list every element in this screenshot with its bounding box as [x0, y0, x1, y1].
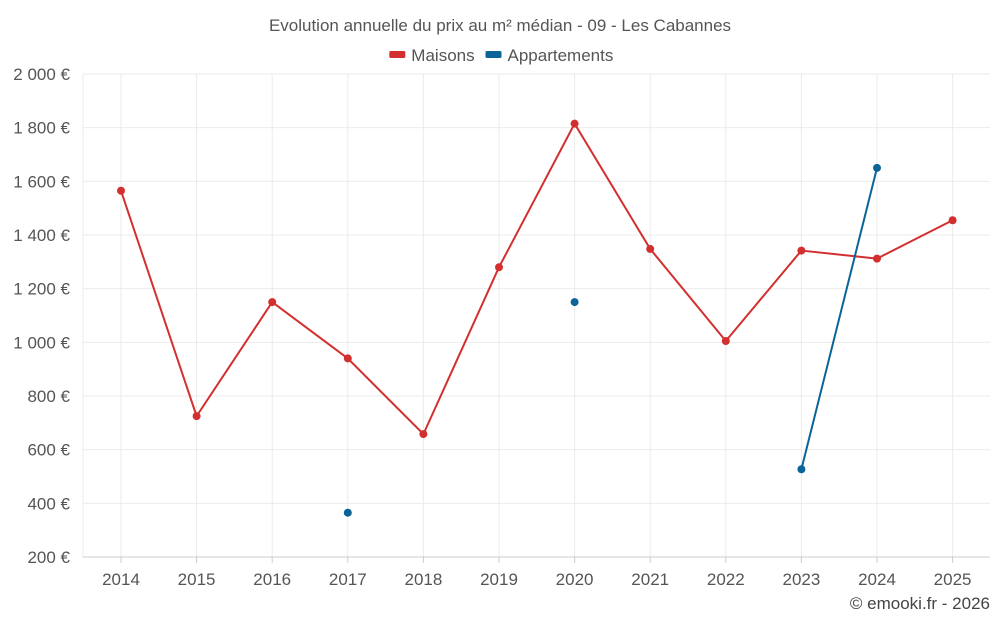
y-tick-label: 1 200 € [13, 280, 70, 299]
series-line-segment [120, 189, 198, 418]
data-point[interactable] [192, 412, 201, 421]
legend-swatch [389, 51, 406, 58]
series-line-segment [346, 357, 425, 436]
legend-label: Appartements [508, 46, 614, 65]
data-point[interactable] [268, 298, 277, 307]
series-line-segment [800, 166, 878, 471]
y-tick-label: 800 € [27, 387, 70, 406]
y-tick-label: 1 600 € [13, 172, 70, 191]
series-line-segment [271, 301, 349, 360]
data-point[interactable] [117, 186, 125, 195]
series-line-segment [649, 247, 727, 342]
series-line-segment [876, 219, 954, 260]
legend[interactable]: Maisons Appartements [389, 46, 613, 65]
series-line-segment [498, 122, 576, 269]
series-line-segment [800, 249, 878, 260]
data-point[interactable] [570, 298, 579, 307]
x-tick-label: 2016 [253, 570, 291, 589]
x-tick-label: 2021 [631, 570, 669, 589]
credit-text: © emooki.fr - 2026 [850, 594, 990, 613]
y-tick-label: 2 000 € [13, 65, 70, 84]
x-tick-label: 2022 [707, 570, 745, 589]
x-tick-label: 2018 [404, 570, 442, 589]
grid [82, 73, 990, 557]
x-tick-label: 2017 [329, 570, 367, 589]
series-maisons [117, 119, 957, 439]
chart-title: Evolution annuelle du prix au m² médian … [269, 16, 731, 35]
x-tick-label: 2020 [556, 570, 594, 589]
series-line-segment [724, 249, 803, 342]
x-tick-label: 2023 [782, 570, 820, 589]
data-point[interactable] [797, 246, 806, 255]
data-point[interactable] [873, 254, 881, 263]
data-point[interactable] [721, 336, 730, 345]
y-tick-label: 1 400 € [13, 226, 70, 245]
x-tick-label: 2024 [858, 570, 896, 589]
x-tick-label: 2019 [480, 570, 518, 589]
data-point[interactable] [419, 430, 428, 439]
data-point[interactable] [495, 263, 503, 272]
x-tick-label: 2014 [102, 570, 140, 589]
data-point[interactable] [343, 354, 352, 363]
y-tick-label: 1 800 € [13, 119, 70, 138]
y-tick-label: 600 € [27, 441, 70, 460]
legend-item-appartements[interactable]: Appartements [485, 46, 614, 65]
data-point[interactable] [646, 244, 655, 253]
data-point[interactable] [343, 508, 352, 517]
y-tick-label: 200 € [27, 548, 70, 567]
data-point[interactable] [797, 465, 806, 474]
data-point[interactable] [948, 216, 957, 225]
series-line-segment [422, 266, 500, 436]
x-tick-label: 2025 [934, 570, 972, 589]
y-tick-label: 1 000 € [13, 333, 70, 352]
legend-swatch [485, 51, 502, 58]
legend-item-maisons[interactable]: Maisons [389, 46, 475, 65]
axes: 200 € 400 € 600 € 800 € 1 000 € 1 200 € 1 400 … [13, 65, 990, 589]
x-tick-label: 2015 [178, 570, 216, 589]
y-tick-label: 400 € [27, 494, 70, 513]
series-line-segment [195, 301, 274, 418]
legend-label: Maisons [411, 46, 474, 65]
data-point[interactable] [873, 163, 881, 172]
series-line-segment [573, 122, 652, 250]
series [117, 119, 957, 517]
series-appartements [343, 163, 881, 517]
data-point[interactable] [570, 119, 579, 128]
